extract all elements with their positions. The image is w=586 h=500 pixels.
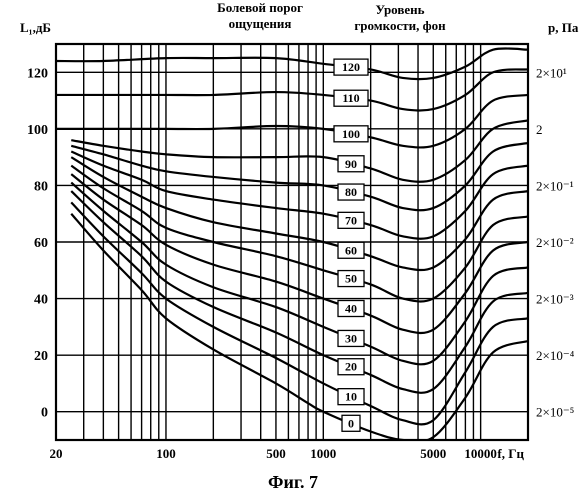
- phon-label: 20: [345, 360, 357, 374]
- y2-tick-label: 2×10⁻⁴: [536, 348, 575, 363]
- phon-label: 90: [345, 157, 357, 171]
- x-axis-label: f, Гц: [497, 446, 524, 461]
- y-tick-label: 80: [34, 179, 48, 194]
- y-tick-label: 40: [34, 293, 48, 308]
- phon-label: 50: [345, 272, 357, 286]
- top-annotation: Болевой порог: [217, 0, 303, 15]
- y2-tick-label: 2: [536, 122, 543, 137]
- phon-label: 40: [345, 301, 357, 315]
- phon-label: 80: [345, 185, 357, 199]
- y-tick-label: 0: [41, 406, 48, 421]
- phon-label: 120: [342, 60, 360, 74]
- y2-tick-label: 2×10⁻²: [536, 235, 574, 250]
- y-tick-label: 120: [27, 66, 48, 81]
- equal-loudness-chart: 1201101009080706050403020100201005001000…: [0, 0, 586, 500]
- figure-caption: Фиг. 7: [268, 472, 318, 492]
- top-annotation: громкости, фон: [354, 18, 446, 33]
- y2-tick-label: 2×10⁻³: [536, 292, 574, 307]
- y2-tick-label: 2×10⁻¹: [536, 178, 574, 193]
- phon-label: 100: [342, 127, 360, 141]
- y-tick-label: 100: [27, 123, 48, 138]
- phon-label: 70: [345, 213, 357, 227]
- y2-axis-label: р, Па: [548, 20, 579, 35]
- phon-label: 0: [348, 416, 354, 430]
- phon-label: 30: [345, 331, 357, 345]
- y-tick-label: 60: [34, 236, 48, 251]
- phon-label: 10: [345, 390, 357, 404]
- x-tick-label: 10000: [464, 446, 497, 461]
- top-annotation: Уровень: [375, 2, 424, 17]
- x-tick-label: 20: [50, 446, 63, 461]
- y-axis-label: L₁,дБ: [20, 20, 51, 35]
- x-tick-label: 500: [266, 446, 286, 461]
- x-tick-label: 100: [156, 446, 176, 461]
- y2-tick-label: 2×10⁻⁵: [536, 405, 574, 420]
- phon-label: 110: [342, 91, 359, 105]
- y2-tick-label: 2×10¹: [536, 65, 567, 80]
- top-annotation: ощущения: [229, 16, 292, 31]
- x-tick-label: 5000: [420, 446, 446, 461]
- x-tick-label: 1000: [310, 446, 336, 461]
- y-tick-label: 20: [34, 349, 48, 364]
- phon-label: 60: [345, 243, 357, 257]
